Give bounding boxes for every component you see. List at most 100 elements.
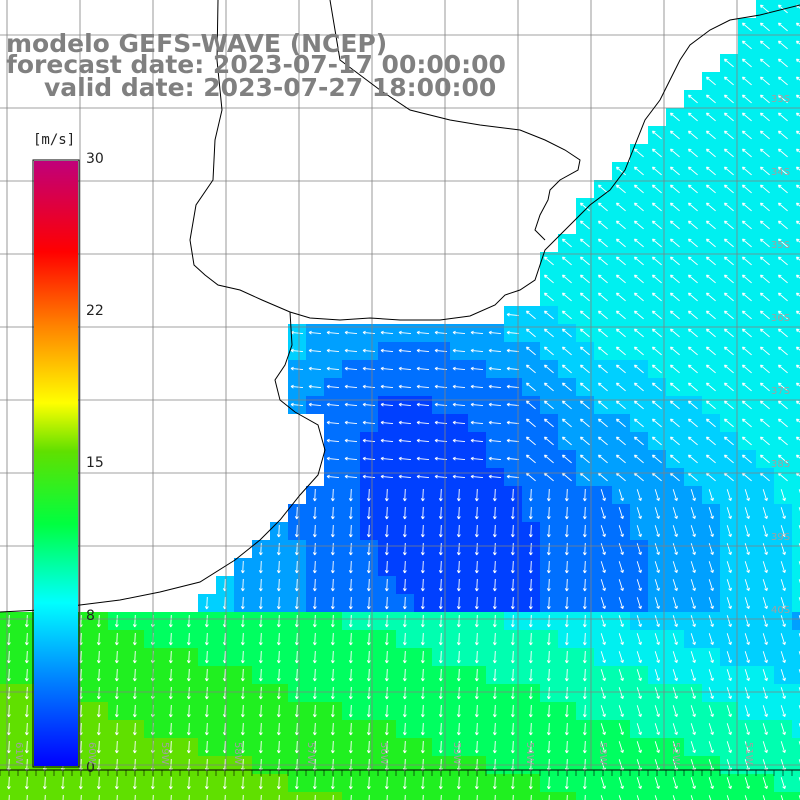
wind-arrow-icon (687, 220, 698, 230)
wind-arrow-icon (492, 704, 497, 718)
wind-cell (792, 612, 800, 630)
wind-cell (792, 90, 800, 108)
wind-arrow-icon (708, 615, 714, 628)
wind-arrow-icon (564, 722, 569, 736)
wind-arrow-icon (456, 578, 461, 592)
wind-arrow-icon (330, 632, 335, 646)
wind-arrow-icon (362, 420, 376, 425)
wind-arrow-icon (312, 740, 317, 754)
wind-arrow-icon (326, 474, 340, 479)
wind-arrow-icon (312, 614, 317, 628)
wind-arrow-icon (6, 668, 11, 682)
wind-arrow-icon (474, 560, 479, 574)
colorbar-unit: [m/s] (33, 132, 76, 148)
wind-arrow-icon (438, 632, 443, 646)
wind-arrow-icon (795, 310, 800, 315)
wind-arrow-icon (330, 686, 335, 700)
wind-arrow-icon (294, 632, 299, 646)
wind-arrow-icon (615, 418, 626, 428)
wind-arrow-icon (618, 795, 622, 800)
wind-arrow-icon (474, 650, 479, 664)
wind-arrow-icon (633, 454, 644, 464)
wind-arrow-icon (546, 668, 551, 682)
wind-arrow-icon (564, 740, 569, 754)
wind-arrow-icon (687, 256, 698, 266)
wind-arrow-icon (561, 292, 572, 302)
wind-arrow-icon (705, 148, 716, 158)
wind-arrow-icon (438, 776, 443, 790)
wind-arrow-icon (561, 256, 572, 266)
wind-arrow-icon (470, 384, 484, 389)
wind-arrow-icon (708, 705, 714, 718)
wind-arrow-icon (762, 795, 766, 800)
wind-arrow-icon (669, 418, 680, 428)
wind-arrow-icon (561, 310, 572, 320)
wind-arrow-icon (312, 686, 317, 700)
wind-arrow-icon (492, 488, 497, 502)
wind-arrow-icon (636, 669, 642, 682)
wind-arrow-icon (582, 668, 587, 682)
wind-arrow-icon (690, 561, 696, 574)
wind-arrow-icon (762, 597, 768, 610)
wind-arrow-icon (420, 668, 425, 682)
wind-arrow-icon (452, 474, 466, 479)
wind-arrow-icon (204, 596, 209, 610)
wind-arrow-icon (543, 418, 554, 428)
wind-arrow-icon (741, 400, 752, 410)
wind-arrow-icon (24, 686, 29, 700)
wind-arrow-icon (386, 794, 388, 800)
wind-arrow-icon (618, 597, 624, 610)
wind-arrow-icon (456, 776, 461, 790)
wind-arrow-icon (633, 310, 644, 320)
lon-label: 58W (232, 742, 243, 765)
wind-arrow-icon (525, 400, 536, 410)
wind-arrow-icon (690, 615, 696, 628)
wind-arrow-icon (456, 704, 461, 718)
wind-arrow-icon (687, 148, 698, 158)
lat-label: 36S (771, 313, 791, 324)
wind-arrow-icon (708, 507, 714, 520)
wind-arrow-icon (690, 507, 696, 520)
wind-arrow-icon (672, 525, 678, 538)
wind-arrow-icon (474, 740, 479, 754)
wind-arrow-icon (618, 651, 624, 664)
wind-arrow-icon (276, 668, 281, 682)
wind-arrow-icon (597, 400, 608, 410)
wind-arrow-icon (132, 650, 137, 664)
wind-arrow-icon (308, 384, 322, 389)
wind-arrow-icon (741, 274, 752, 284)
wind-arrow-icon (618, 633, 624, 646)
wind-arrow-icon (597, 310, 608, 320)
wind-arrow-icon (294, 740, 299, 754)
wind-arrow-icon (476, 794, 478, 800)
wind-arrow-icon (579, 400, 590, 410)
wind-arrow-icon (132, 686, 137, 700)
wind-arrow-icon (402, 578, 407, 592)
wind-arrow-icon (741, 382, 752, 392)
wind-arrow-icon (6, 776, 11, 790)
wind-arrow-icon (705, 328, 716, 338)
wind-arrow-icon (543, 382, 554, 392)
wind-arrow-icon (651, 400, 662, 410)
wind-arrow-icon (488, 384, 502, 389)
wind-arrow-icon (330, 488, 335, 502)
wind-arrow-icon (582, 560, 587, 574)
wind-arrow-icon (672, 543, 678, 556)
wind-arrow-icon (456, 686, 461, 700)
wind-arrow-icon (636, 633, 642, 646)
wind-arrow-icon (669, 184, 680, 194)
wind-arrow-icon (636, 615, 642, 628)
wind-arrow-icon (330, 740, 335, 754)
wind-arrow-icon (525, 418, 536, 428)
wind-arrow-icon (741, 40, 752, 50)
wind-arrow-icon (240, 560, 245, 574)
wind-arrow-icon (402, 524, 407, 538)
wind-arrow-icon (186, 668, 191, 682)
wind-arrow-icon (723, 346, 734, 356)
wind-arrow-icon (636, 543, 642, 556)
wind-arrow-icon (582, 722, 587, 736)
wind-arrow-icon (615, 256, 626, 266)
wind-arrow-icon (777, 310, 788, 320)
wind-cell (792, 702, 800, 720)
lat-label: 35S (771, 240, 791, 251)
